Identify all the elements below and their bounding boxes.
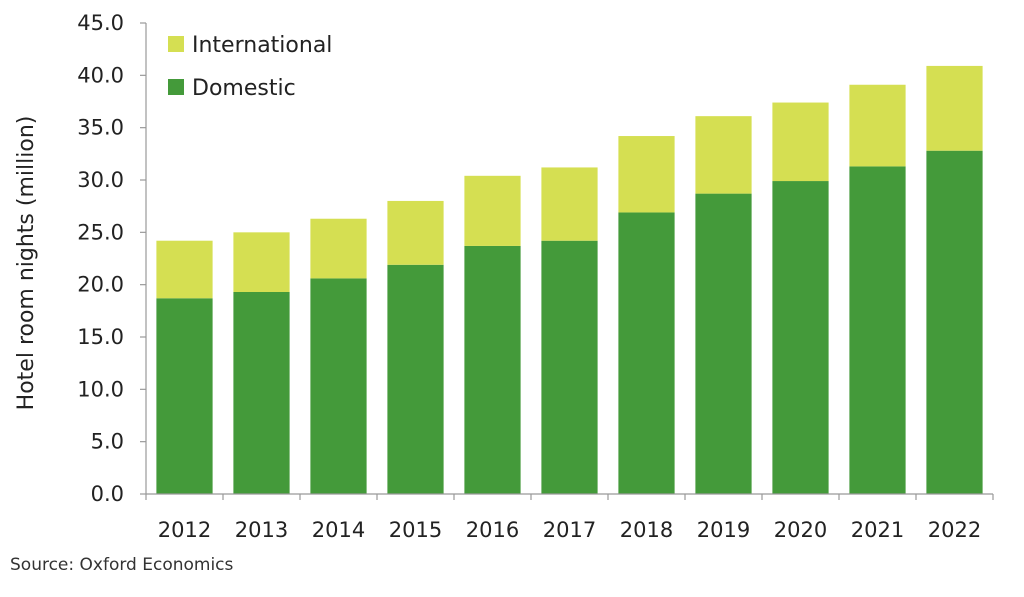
y-axis-ticks: 0.0 5.0 10.0 15.0 20.0 25.0 30.0 35.0 40.0 45.0 [77,11,146,506]
x-tick-label: 2015 [389,518,442,542]
x-tick-label: 2019 [697,518,750,542]
legend: International Domestic [168,33,332,101]
bar-international-2013 [233,232,290,292]
bar-domestic-2015 [387,264,444,494]
y-tick-label: 30.0 [77,168,124,192]
bar-international-2015 [387,200,444,265]
x-tick-label: 2022 [928,518,981,542]
bar-domestic-2021 [849,166,906,495]
x-tick-label: 2018 [620,518,673,542]
y-tick-label: 15.0 [77,325,124,349]
legend-label-international: International [192,33,332,58]
x-tick-label: 2012 [158,518,211,542]
bar-domestic-2018 [618,212,675,495]
legend-label-domestic: Domestic [192,76,296,101]
x-tick-label: 2013 [235,518,288,542]
bar-domestic-2022 [926,150,983,494]
y-tick-label: 10.0 [77,377,124,401]
bars [156,65,983,495]
y-axis-label: Hotel room nights (million) [14,116,39,411]
legend-swatch-international [168,36,184,52]
y-tick-label: 45.0 [77,11,124,35]
axes [145,23,993,495]
y-tick-label: 20.0 [77,273,124,297]
y-tick-label: 5.0 [91,430,124,454]
bar-international-2022 [926,65,983,151]
x-tick-label: 2021 [851,518,904,542]
y-tick-label: 0.0 [91,482,124,506]
y-tick-label: 25.0 [77,220,124,244]
legend-swatch-domestic [168,79,184,95]
bar-domestic-2012 [156,298,213,494]
x-tick-label: 2016 [466,518,519,542]
x-tick-label: 2017 [543,518,596,542]
bar-domestic-2014 [310,278,367,494]
bar-international-2019 [695,116,752,194]
bar-domestic-2017 [541,240,598,494]
x-axis-ticks: 2012 2013 2014 2015 2016 2017 2018 2019 2020 2021… [145,494,994,542]
y-tick-label: 40.0 [77,63,124,87]
bar-international-2016 [464,175,521,246]
bar-domestic-2019 [695,193,752,494]
x-tick-label: 2014 [312,518,365,542]
bar-domestic-2016 [464,245,521,494]
bar-domestic-2020 [772,181,829,494]
bar-international-2012 [156,240,213,299]
bar-international-2017 [541,167,598,241]
bar-international-2014 [310,218,367,279]
source-note: Source: Oxford Economics [10,555,234,575]
bar-international-2021 [849,84,906,167]
bar-international-2018 [618,136,675,213]
x-tick-label: 2020 [774,518,827,542]
y-tick-label: 35.0 [77,116,124,140]
bar-international-2020 [772,102,829,182]
bar-domestic-2013 [233,291,290,494]
